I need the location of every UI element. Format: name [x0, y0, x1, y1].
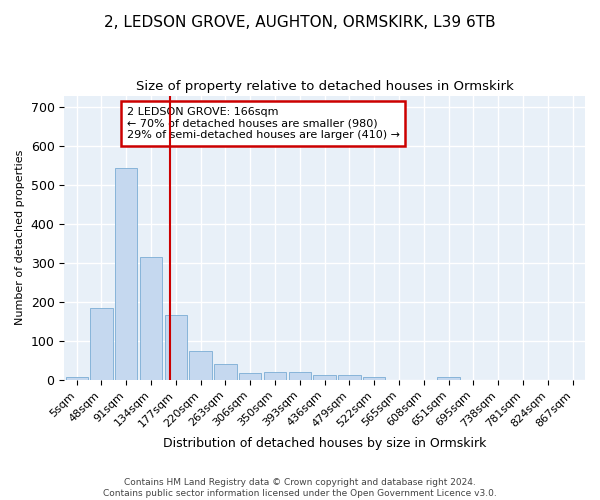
Bar — [289, 372, 311, 380]
Bar — [239, 373, 262, 380]
Text: Contains HM Land Registry data © Crown copyright and database right 2024.
Contai: Contains HM Land Registry data © Crown c… — [103, 478, 497, 498]
Bar — [65, 377, 88, 380]
Bar — [363, 377, 385, 380]
Text: 2, LEDSON GROVE, AUGHTON, ORMSKIRK, L39 6TB: 2, LEDSON GROVE, AUGHTON, ORMSKIRK, L39 … — [104, 15, 496, 30]
Text: 2 LEDSON GROVE: 166sqm
← 70% of detached houses are smaller (980)
29% of semi-de: 2 LEDSON GROVE: 166sqm ← 70% of detached… — [127, 107, 400, 140]
Bar — [313, 376, 336, 380]
Bar — [437, 377, 460, 380]
Bar — [214, 364, 236, 380]
Bar — [140, 257, 162, 380]
Bar — [165, 314, 187, 380]
Bar — [264, 372, 286, 380]
Bar — [115, 168, 137, 380]
Title: Size of property relative to detached houses in Ormskirk: Size of property relative to detached ho… — [136, 80, 514, 93]
Bar — [91, 308, 113, 380]
Y-axis label: Number of detached properties: Number of detached properties — [15, 150, 25, 326]
Bar — [190, 350, 212, 380]
X-axis label: Distribution of detached houses by size in Ormskirk: Distribution of detached houses by size … — [163, 437, 487, 450]
Bar — [338, 376, 361, 380]
